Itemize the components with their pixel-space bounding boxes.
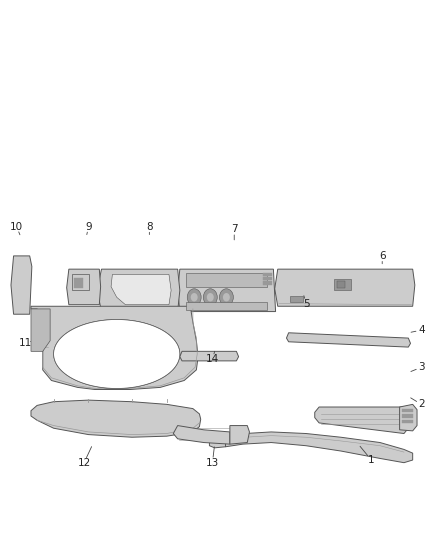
Polygon shape xyxy=(53,319,180,389)
Polygon shape xyxy=(31,400,201,437)
Polygon shape xyxy=(209,437,226,448)
Polygon shape xyxy=(399,405,417,431)
Polygon shape xyxy=(180,351,239,361)
Circle shape xyxy=(223,293,230,302)
Text: 2: 2 xyxy=(418,399,425,409)
Polygon shape xyxy=(31,306,198,390)
Bar xyxy=(402,415,413,418)
Polygon shape xyxy=(230,425,250,444)
Bar xyxy=(74,278,83,288)
Polygon shape xyxy=(315,407,408,433)
Text: 7: 7 xyxy=(231,224,237,235)
Text: 10: 10 xyxy=(10,222,23,232)
Text: 14: 14 xyxy=(206,354,219,364)
Polygon shape xyxy=(67,269,101,305)
Polygon shape xyxy=(178,269,276,312)
Text: 9: 9 xyxy=(85,222,92,232)
Bar xyxy=(334,279,351,290)
Polygon shape xyxy=(31,309,50,351)
Bar xyxy=(402,409,413,413)
Polygon shape xyxy=(226,432,413,463)
Text: 11: 11 xyxy=(19,338,32,349)
Text: 4: 4 xyxy=(418,325,425,335)
Bar xyxy=(337,281,345,288)
Bar xyxy=(262,273,272,276)
Circle shape xyxy=(207,293,214,302)
Circle shape xyxy=(187,289,201,306)
Polygon shape xyxy=(11,256,32,314)
Text: 13: 13 xyxy=(206,458,219,467)
Polygon shape xyxy=(286,333,410,347)
Bar xyxy=(262,277,272,280)
Bar xyxy=(72,274,89,290)
Text: 1: 1 xyxy=(368,455,374,465)
Polygon shape xyxy=(275,269,415,306)
Polygon shape xyxy=(97,269,180,312)
Bar xyxy=(186,273,267,287)
Text: 12: 12 xyxy=(78,458,91,467)
Text: 6: 6 xyxy=(379,251,385,261)
Text: 8: 8 xyxy=(146,222,153,232)
Bar xyxy=(402,419,413,423)
Bar xyxy=(290,296,304,302)
Polygon shape xyxy=(111,274,171,305)
Circle shape xyxy=(219,289,233,306)
Circle shape xyxy=(203,289,217,306)
Bar xyxy=(186,302,267,310)
Text: 3: 3 xyxy=(418,362,425,372)
Text: 5: 5 xyxy=(303,298,309,309)
Bar xyxy=(262,281,272,285)
Polygon shape xyxy=(284,294,313,304)
Polygon shape xyxy=(173,425,230,444)
Circle shape xyxy=(191,293,198,302)
